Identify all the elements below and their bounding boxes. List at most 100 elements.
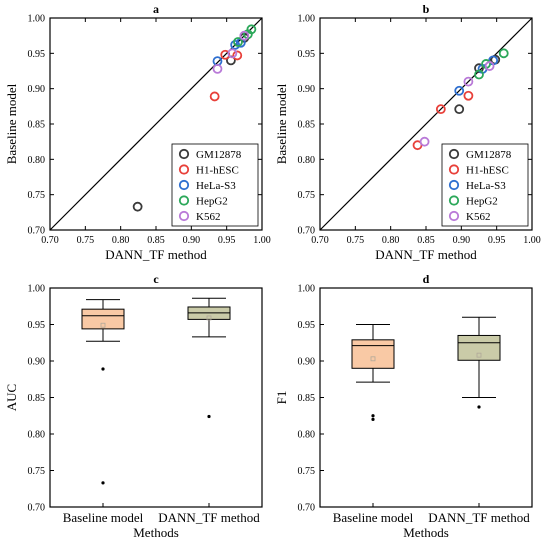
- box-iqr: [457, 334, 501, 361]
- legend-marker: [178, 179, 190, 191]
- plot-frame: [319, 17, 533, 231]
- x-tick-label: 1.00: [253, 235, 271, 246]
- panel-d: d 0.70 0.75 0.80 0.85 0.90 0.95 1.00 F1 MethodsBa…: [274, 272, 533, 540]
- outlier-point: [477, 405, 481, 409]
- x-tick-label: 0.85: [147, 235, 165, 246]
- mean-marker: [100, 322, 106, 328]
- point-hela-s3: [454, 85, 465, 96]
- box-baseline: [351, 324, 395, 421]
- x-tick-label: 0.95: [218, 235, 236, 246]
- legend-label: HeLa-S3: [196, 180, 236, 192]
- x-tick-label: 1.00: [523, 235, 541, 246]
- y-tick-label: 0.75: [298, 466, 316, 477]
- y-tick-label: 0.85: [298, 393, 316, 404]
- legend-label: HepG2: [196, 196, 228, 208]
- panel-letter: d: [423, 272, 430, 286]
- outlier-point: [371, 414, 375, 418]
- legend-marker: [448, 195, 460, 206]
- point-hela-s3: [230, 39, 241, 50]
- y-tick-label: 0.95: [298, 49, 316, 60]
- legend-label: H1-hESC: [466, 165, 509, 177]
- y-tick-label: 0.80: [298, 430, 316, 441]
- point-k562: [239, 30, 250, 41]
- point-h1-hesc: [435, 104, 446, 115]
- legend-label: HepG2: [466, 196, 498, 208]
- x-tick-label: 0.80: [112, 235, 130, 246]
- y-tick-label: 1.00: [28, 284, 46, 295]
- y-axis-label: Baseline model: [4, 83, 19, 164]
- x-category-label: Baseline model: [333, 510, 414, 525]
- panel-a: a 0.70 0.75 0.80 0.85 0.90 0.95 1.00 Baseline mo…: [4, 2, 271, 262]
- y-tick-label: 0.80: [28, 430, 46, 441]
- box-dann-tf: [187, 297, 231, 419]
- legend-marker: [448, 210, 460, 222]
- plot-frame: [49, 17, 263, 231]
- y-axis-label: AUC: [4, 384, 19, 411]
- panel-letter: b: [423, 2, 430, 16]
- point-gm12878: [454, 104, 465, 115]
- box-baseline: [81, 299, 125, 485]
- x-tick-label: 0.90: [183, 235, 201, 246]
- diagonal-line: [49, 17, 263, 231]
- y-tick-label: 0.75: [28, 466, 46, 477]
- point-k562: [463, 76, 474, 87]
- point-gm12878: [132, 201, 143, 212]
- y-axis-label: F1: [274, 391, 289, 405]
- y-tick-label: 0.80: [298, 155, 316, 166]
- point-h1-hesc: [209, 91, 220, 102]
- point-k562: [484, 61, 495, 71]
- y-tick-label: 0.70: [28, 503, 46, 514]
- x-category-label: DANN_TF method: [428, 510, 530, 525]
- point-hepg2: [474, 69, 484, 80]
- x-tick-label: 0.70: [311, 235, 329, 246]
- legend-marker: [178, 210, 190, 222]
- y-tick-label: 0.95: [28, 320, 46, 331]
- panel-c: c 0.70 0.75 0.80 0.85 0.90 0.95 1.00 AUC MethodsB…: [4, 272, 263, 540]
- legend-label: H1-hESC: [196, 165, 239, 177]
- point-k562: [212, 63, 223, 74]
- x-axis-label: DANN_TF method: [375, 247, 477, 262]
- panel-b: b 0.70 0.75 0.80 0.85 0.90 0.95 1.00 Baseline mo…: [274, 2, 541, 262]
- outlier-point: [101, 367, 105, 371]
- box-iqr: [351, 339, 395, 369]
- y-tick-label: 0.90: [298, 84, 316, 95]
- box-iqr: [81, 308, 125, 330]
- x-axis-label: Methods: [133, 525, 179, 540]
- y-tick-label: 0.75: [28, 190, 46, 201]
- box-dann-tf: [457, 316, 501, 409]
- y-tick-label: 0.80: [28, 155, 46, 166]
- legend-marker: [178, 148, 190, 160]
- x-tick-label: 0.90: [453, 235, 471, 246]
- mean-marker: [370, 356, 376, 362]
- x-axis-label: Methods: [403, 525, 449, 540]
- y-tick-label: 0.95: [298, 320, 316, 331]
- legend-label: GM12878: [196, 149, 242, 161]
- point-h1-hesc: [232, 50, 243, 61]
- legend-marker: [448, 164, 460, 175]
- point-hepg2: [246, 24, 257, 35]
- legend-marker: [178, 195, 190, 206]
- point-hepg2: [498, 48, 509, 59]
- mean-marker: [476, 352, 482, 358]
- diagonal-line: [319, 17, 533, 231]
- panel-letter: a: [153, 2, 159, 16]
- legend-label: GM12878: [466, 149, 512, 161]
- plot-frame: [49, 287, 263, 508]
- y-tick-label: 0.70: [298, 503, 316, 514]
- x-tick-label: 0.85: [417, 235, 435, 246]
- y-axis-label: Baseline model: [274, 83, 289, 164]
- point-h1-hesc: [463, 90, 474, 101]
- point-hela-s3: [212, 56, 223, 67]
- y-tick-label: 0.85: [298, 120, 316, 131]
- x-axis-label: DANN_TF method: [105, 247, 207, 262]
- x-category-label: DANN_TF method: [158, 510, 260, 525]
- y-tick-label: 1.00: [28, 14, 46, 25]
- y-tick-label: 0.90: [298, 357, 316, 368]
- x-tick-label: 0.70: [41, 235, 59, 246]
- legend-label: HeLa-S3: [466, 180, 506, 192]
- x-tick-label: 0.80: [382, 235, 400, 246]
- y-tick-label: 1.00: [298, 284, 316, 295]
- y-tick-label: 0.70: [28, 226, 46, 237]
